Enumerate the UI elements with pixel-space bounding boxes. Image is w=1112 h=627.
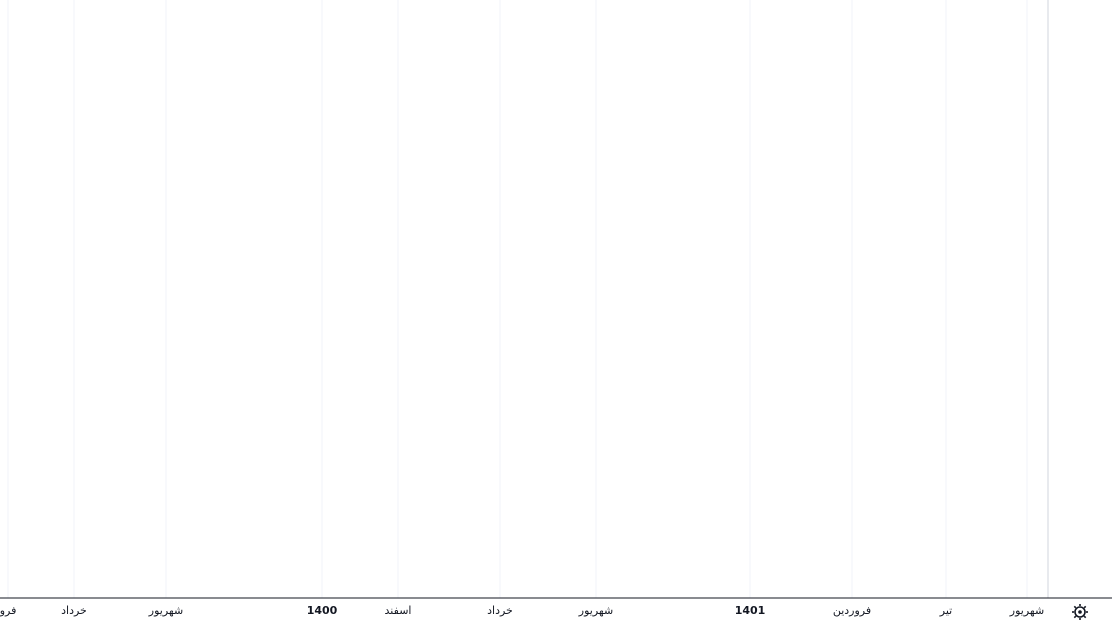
x-tick-label: فروردین: [833, 604, 871, 617]
time-axis[interactable]: فرو خرداد شهریور 1400 اسفند خرداد شهریور 1401 فر…: [0, 604, 1044, 617]
x-tick-label: شهریور: [578, 604, 613, 617]
x-tick-label: شهریور: [148, 604, 183, 617]
x-tick-label: 1401: [735, 604, 766, 617]
grid-lines: [7, 0, 1028, 598]
x-tick-label: خرداد: [61, 604, 87, 617]
gear-icon[interactable]: [1072, 604, 1088, 620]
x-tick-label: فرو: [0, 604, 16, 617]
x-tick-label: 1400: [307, 604, 338, 617]
x-tick-label: شهریور: [1009, 604, 1044, 617]
x-tick-label: اسفند: [385, 604, 412, 617]
x-tick-label: خرداد: [487, 604, 513, 617]
x-tick-label: تیر: [939, 604, 952, 617]
